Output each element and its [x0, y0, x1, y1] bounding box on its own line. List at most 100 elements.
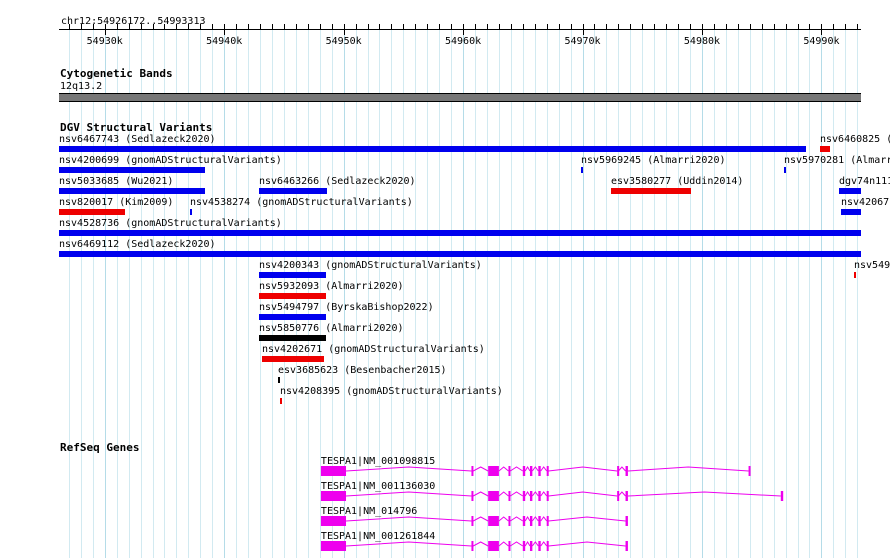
- variant-bar[interactable]: [841, 209, 861, 215]
- variant-bar[interactable]: [784, 167, 786, 173]
- exon-block[interactable]: [320, 516, 347, 526]
- exon-block[interactable]: [538, 491, 541, 501]
- variant-label[interactable]: nsv820017 (Kim2009): [59, 197, 174, 208]
- variant-label[interactable]: nsv6469112 (Sedlazeck2020): [59, 239, 216, 250]
- variant-label[interactable]: nsv5970281 (Almarri2: [784, 155, 890, 166]
- variant-bar[interactable]: [839, 188, 861, 194]
- variant-label[interactable]: nsv5969245 (Almarri2020): [581, 155, 726, 166]
- exon-block[interactable]: [617, 466, 620, 476]
- exon-block[interactable]: [471, 541, 474, 551]
- variant-bar[interactable]: [59, 230, 861, 236]
- variant-label[interactable]: nsv4528736 (gnomADStructuralVariants): [59, 218, 282, 229]
- exon-block[interactable]: [529, 516, 533, 526]
- variant-bar[interactable]: [59, 188, 205, 194]
- exon-block[interactable]: [522, 466, 526, 476]
- exon-block[interactable]: [471, 516, 474, 526]
- exon-block[interactable]: [320, 491, 347, 501]
- variant-bar[interactable]: [280, 398, 282, 404]
- variant-label[interactable]: nsv6463266 (Sedlazeck2020): [259, 176, 416, 187]
- exon-block[interactable]: [488, 541, 499, 551]
- variant-bar[interactable]: [259, 293, 326, 299]
- ruler-tick-label: 54940k: [206, 36, 242, 47]
- dgv-track-title: DGV Structural Variants: [60, 121, 213, 134]
- variant-bar[interactable]: [854, 272, 856, 278]
- variant-bar[interactable]: [59, 251, 861, 257]
- exon-block[interactable]: [625, 541, 628, 551]
- exon-block[interactable]: [320, 466, 347, 476]
- variant-bar[interactable]: [581, 167, 583, 173]
- variant-label[interactable]: nsv6460825 (: [820, 134, 890, 145]
- transcript-label[interactable]: TESPA1|NM_001098815: [321, 456, 435, 467]
- variant-bar[interactable]: [611, 188, 691, 194]
- exon-block[interactable]: [508, 491, 511, 501]
- exon-block[interactable]: [625, 516, 628, 526]
- exon-block[interactable]: [546, 491, 549, 501]
- transcript-label[interactable]: TESPA1|NM_014796: [321, 506, 417, 517]
- exon-block[interactable]: [546, 466, 549, 476]
- variant-label[interactable]: nsv549: [854, 260, 890, 271]
- variant-label[interactable]: nsv4538274 (gnomADStructuralVariants): [190, 197, 413, 208]
- exon-block[interactable]: [748, 466, 751, 476]
- transcript-label[interactable]: TESPA1|NM_001136030: [321, 481, 435, 492]
- variant-bar[interactable]: [278, 377, 280, 383]
- exon-block[interactable]: [522, 491, 526, 501]
- exon-block[interactable]: [471, 491, 474, 501]
- exon-block[interactable]: [529, 541, 533, 551]
- variant-bar[interactable]: [259, 188, 327, 194]
- variant-bar[interactable]: [59, 209, 125, 215]
- variant-bar[interactable]: [262, 356, 324, 362]
- exon-block[interactable]: [617, 491, 620, 501]
- exon-block[interactable]: [508, 516, 511, 526]
- exon-block[interactable]: [471, 466, 474, 476]
- variant-label[interactable]: nsv4200343 (gnomADStructuralVariants): [259, 260, 482, 271]
- variant-bar[interactable]: [820, 146, 830, 152]
- variant-bar[interactable]: [259, 314, 326, 320]
- exon-block[interactable]: [538, 516, 541, 526]
- exon-block[interactable]: [780, 491, 784, 501]
- variant-label[interactable]: nsv5932093 (Almarri2020): [259, 281, 404, 292]
- variant-bar[interactable]: [190, 209, 192, 215]
- exon-block[interactable]: [508, 541, 511, 551]
- transcript-label[interactable]: TESPA1|NM_001261844: [321, 531, 435, 542]
- exon-block[interactable]: [488, 516, 499, 526]
- exon-block[interactable]: [546, 516, 549, 526]
- exon-block[interactable]: [538, 466, 541, 476]
- variant-label[interactable]: nsv5033685 (Wu2021): [59, 176, 174, 187]
- variant-bar[interactable]: [259, 335, 326, 341]
- variant-bar[interactable]: [59, 167, 205, 173]
- variant-label[interactable]: esv3685623 (Besenbacher2015): [278, 365, 447, 376]
- exon-block[interactable]: [546, 541, 549, 551]
- intron-line: [524, 466, 531, 472]
- exon-block[interactable]: [320, 541, 347, 551]
- variant-label[interactable]: nsv42067: [841, 197, 890, 208]
- variant-bar[interactable]: [259, 272, 326, 278]
- variant-label[interactable]: dgv74n111: [839, 176, 890, 187]
- exon-block[interactable]: [522, 541, 526, 551]
- exon-block[interactable]: [488, 491, 499, 501]
- exon-block[interactable]: [529, 466, 533, 476]
- exon-block[interactable]: [625, 466, 628, 476]
- exon-block[interactable]: [529, 491, 533, 501]
- intron-line: [531, 466, 539, 472]
- intron-line: [627, 466, 749, 472]
- variant-label[interactable]: nsv4202671 (gnomADStructuralVariants): [262, 344, 485, 355]
- exon-block[interactable]: [488, 466, 499, 476]
- intron-line: [627, 491, 781, 497]
- variant-label[interactable]: nsv5494797 (ByrskaBishop2022): [259, 302, 434, 313]
- intron-line: [540, 516, 548, 522]
- exon-block[interactable]: [508, 466, 511, 476]
- exon-block[interactable]: [522, 516, 526, 526]
- intron-line: [524, 541, 531, 547]
- ruler-tick-label: 54960k: [445, 36, 481, 47]
- cytoband-bar[interactable]: [59, 93, 861, 102]
- variant-label[interactable]: nsv5850776 (Almarri2020): [259, 323, 404, 334]
- variant-label[interactable]: nsv4208395 (gnomADStructuralVariants): [280, 386, 503, 397]
- exon-block[interactable]: [625, 491, 628, 501]
- exon-block[interactable]: [538, 541, 541, 551]
- variant-bar[interactable]: [59, 146, 806, 152]
- variant-label[interactable]: nsv6467743 (Sedlazeck2020): [59, 134, 216, 145]
- variant-label[interactable]: nsv4200699 (gnomADStructuralVariants): [59, 155, 282, 166]
- variant-label[interactable]: esv3580277 (Uddin2014): [611, 176, 744, 187]
